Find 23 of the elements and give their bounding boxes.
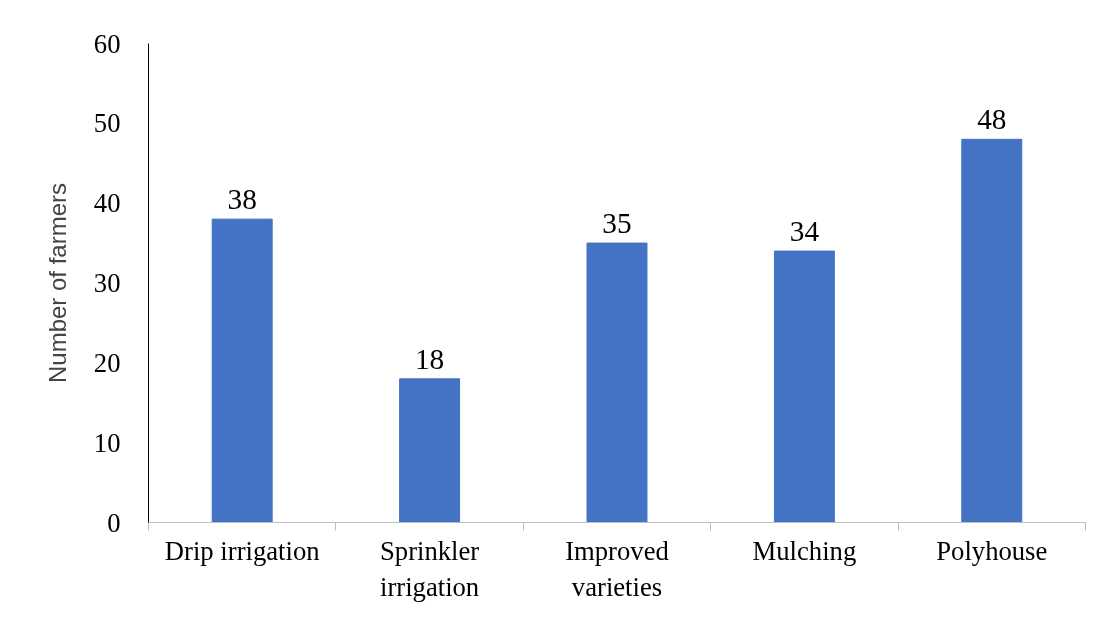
y-tick-label: 30 [93, 268, 121, 298]
y-axis-title: Number of farmers [43, 182, 71, 384]
data-label: 18 [414, 342, 445, 375]
x-tick-label: Mulching [752, 535, 857, 566]
bar [773, 250, 835, 523]
y-tick-label: 10 [93, 427, 121, 458]
data-label: 38 [227, 183, 257, 216]
x-tick-label: Drip irrigation [164, 535, 320, 566]
bar [586, 242, 648, 523]
data-label: 48 [977, 103, 1007, 136]
bar [211, 218, 273, 523]
y-tick-label: 60 [93, 28, 121, 59]
x-tick-label: Polyhouse [936, 535, 1048, 566]
bar [961, 138, 1023, 523]
bar [399, 378, 461, 523]
x-tick-label: Improved varieties [565, 535, 669, 602]
y-tick-label: 50 [93, 108, 121, 139]
y-tick-label: 20 [93, 347, 121, 378]
data-label: 35 [602, 207, 632, 240]
x-tick-label: Sprinkler irrigation [380, 535, 480, 602]
y-tick-label: 40 [93, 188, 121, 219]
data-label: 34 [789, 215, 820, 248]
y-tick-label: 0 [107, 507, 121, 538]
